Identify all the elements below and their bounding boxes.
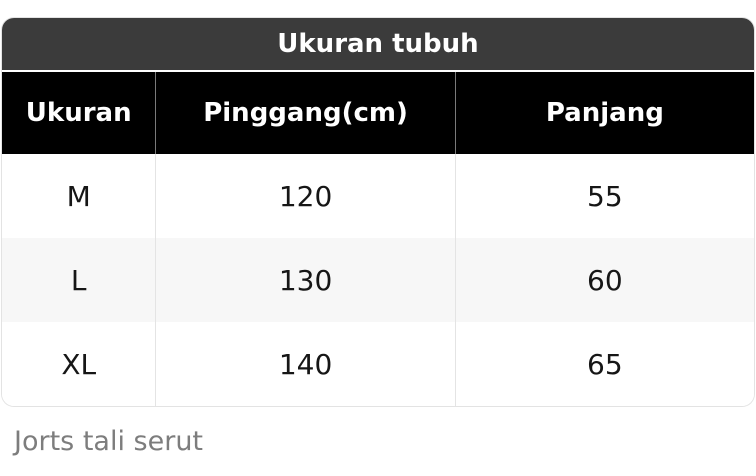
table-row: M 120 55 [2, 154, 754, 238]
size-cell: M [66, 179, 91, 213]
table-header-row: Ukuran Pinggang(cm) Panjang [2, 72, 754, 154]
size-chart-table: Ukuran tubuh Ukuran Pinggang(cm) Panjang… [2, 18, 754, 406]
waist-cell: 130 [155, 238, 454, 322]
column-header-ukuran: Ukuran [25, 98, 132, 128]
table-title: Ukuran tubuh [2, 18, 754, 72]
product-caption: Jorts tali serut [14, 426, 204, 457]
length-cell: 60 [454, 238, 754, 322]
waist-cell: 140 [155, 322, 454, 406]
waist-cell: 120 [155, 154, 454, 238]
size-cell: L [70, 263, 87, 297]
length-cell: 55 [454, 154, 754, 238]
length-cell: 65 [454, 322, 754, 406]
table-row: XL 140 65 [2, 322, 754, 406]
column-header-pinggang: Pinggang(cm) [155, 72, 454, 154]
size-cell: XL [61, 347, 97, 381]
column-header-panjang: Panjang [454, 72, 754, 154]
table-row: L 130 60 [2, 238, 754, 322]
